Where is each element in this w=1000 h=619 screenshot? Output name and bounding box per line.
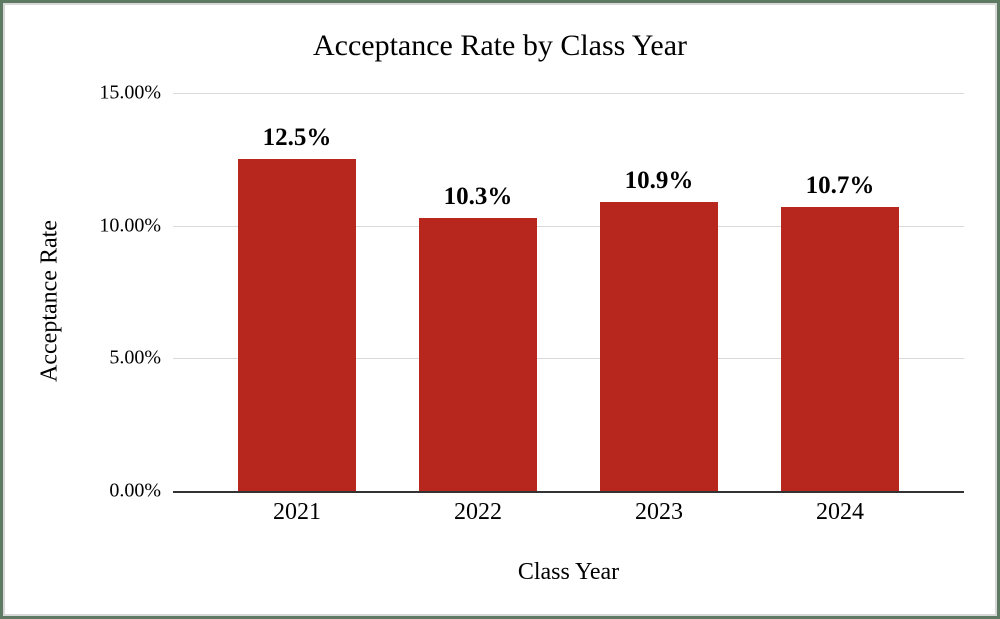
x-tick-label-2023: 2023 bbox=[635, 499, 683, 525]
bar-value-label-2022: 10.3% bbox=[443, 182, 513, 210]
plot-area: 12.5% 2021 10.3% 2022 10.9% 2023 10.7% 2024 bbox=[173, 93, 964, 525]
bar-2022 bbox=[419, 217, 537, 491]
x-tick-label-2021: 2021 bbox=[273, 499, 321, 525]
x-axis-title: Class Year bbox=[517, 559, 620, 585]
bar-2021 bbox=[238, 159, 356, 491]
y-tick-label-10: 10.00% bbox=[99, 214, 161, 237]
y-axis-tick-labels: 15.00% 10.00% 5.00% 0.00% bbox=[0, 82, 161, 502]
bar-2023 bbox=[600, 201, 718, 491]
bar-value-label-2023: 10.9% bbox=[624, 166, 694, 194]
chart-title: Acceptance Rate by Class Year bbox=[312, 29, 688, 62]
y-tick-label-15: 15.00% bbox=[99, 81, 161, 104]
bar-value-label-2024: 10.7% bbox=[805, 172, 875, 200]
x-tick-label-2024: 2024 bbox=[816, 499, 864, 525]
gridline-5 bbox=[173, 358, 964, 360]
y-tick-label-5: 5.00% bbox=[109, 346, 161, 369]
gridline-10 bbox=[173, 225, 964, 227]
x-tick-label-2022: 2022 bbox=[454, 499, 502, 525]
bar-value-label-2021: 12.5% bbox=[262, 124, 332, 152]
y-tick-label-0: 0.00% bbox=[109, 479, 161, 502]
gridline-15 bbox=[173, 93, 964, 94]
bar-2024 bbox=[781, 207, 899, 491]
